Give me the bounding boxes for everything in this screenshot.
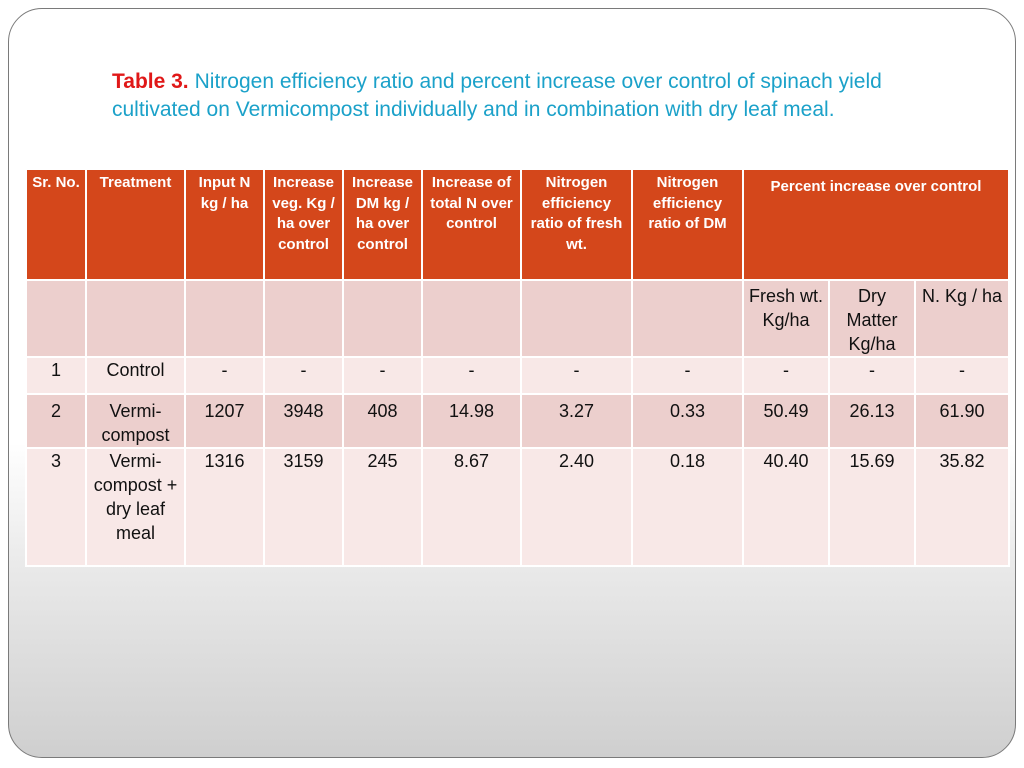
table-row: 1 Control - - - - - - - - - (25, 356, 1010, 395)
cell-inc-total-n: 8.67 (421, 447, 522, 567)
data-table: Sr. No. Treatment Input N kg / ha Increa… (25, 168, 1010, 567)
cell-ner-fresh: 2.40 (520, 447, 633, 567)
subheader-empty (342, 279, 423, 358)
cell-inc-veg: 3159 (263, 447, 344, 567)
cell-pct-n: 61.90 (914, 393, 1010, 449)
header-ner-fresh: Nitrogen efficiency ratio of fresh wt. (520, 168, 633, 281)
cell-pct-dry: 15.69 (828, 447, 916, 567)
subheader-fresh: Fresh wt. Kg/ha (742, 279, 830, 358)
cell-pct-n: 35.82 (914, 447, 1010, 567)
cell-treatment: Vermi-compost (85, 393, 186, 449)
table-row: 3 Vermi-compost + dry leaf meal 1316 315… (25, 447, 1010, 567)
header-input-n: Input N kg / ha (184, 168, 265, 281)
subheader-empty (263, 279, 344, 358)
header-treatment: Treatment (85, 168, 186, 281)
header-increase-total-n: Increase of total N over control (421, 168, 522, 281)
cell-input-n: - (184, 356, 265, 395)
header-percent-increase: Percent increase over control (742, 168, 1010, 281)
cell-sr: 3 (25, 447, 87, 567)
subheader-dry: Dry Matter Kg/ha (828, 279, 916, 358)
cell-ner-dm: 0.33 (631, 393, 744, 449)
subheader-empty (631, 279, 744, 358)
cell-pct-n: - (914, 356, 1010, 395)
cell-sr: 1 (25, 356, 87, 395)
cell-treatment: Vermi-compost + dry leaf meal (85, 447, 186, 567)
cell-pct-fresh: 50.49 (742, 393, 830, 449)
subheader-empty (184, 279, 265, 358)
cell-inc-total-n: - (421, 356, 522, 395)
cell-inc-veg: - (263, 356, 344, 395)
cell-ner-dm: - (631, 356, 744, 395)
header-ner-dm: Nitrogen efficiency ratio of DM (631, 168, 744, 281)
cell-ner-fresh: 3.27 (520, 393, 633, 449)
cell-inc-dm: - (342, 356, 423, 395)
subheader-empty (85, 279, 186, 358)
cell-inc-dm: 408 (342, 393, 423, 449)
header-increase-veg: Increase veg. Kg / ha over control (263, 168, 344, 281)
cell-pct-dry: 26.13 (828, 393, 916, 449)
caption-text: Nitrogen efficiency ratio and percent in… (112, 70, 882, 121)
header-row: Sr. No. Treatment Input N kg / ha Increa… (25, 168, 1010, 281)
subheader-empty (421, 279, 522, 358)
cell-input-n: 1207 (184, 393, 265, 449)
cell-ner-fresh: - (520, 356, 633, 395)
table-row: 2 Vermi-compost 1207 3948 408 14.98 3.27… (25, 393, 1010, 449)
cell-pct-fresh: - (742, 356, 830, 395)
cell-pct-dry: - (828, 356, 916, 395)
cell-sr: 2 (25, 393, 87, 449)
subheader-row: Fresh wt. Kg/ha Dry Matter Kg/ha N. Kg /… (25, 279, 1010, 358)
table-caption: Table 3. Nitrogen efficiency ratio and pe… (112, 68, 972, 124)
cell-ner-dm: 0.18 (631, 447, 744, 567)
cell-treatment: Control (85, 356, 186, 395)
cell-pct-fresh: 40.40 (742, 447, 830, 567)
cell-input-n: 1316 (184, 447, 265, 567)
subheader-empty (25, 279, 87, 358)
cell-inc-total-n: 14.98 (421, 393, 522, 449)
subheader-n: N. Kg / ha (914, 279, 1010, 358)
cell-inc-veg: 3948 (263, 393, 344, 449)
header-sr-no: Sr. No. (25, 168, 87, 281)
subheader-empty (520, 279, 633, 358)
cell-inc-dm: 245 (342, 447, 423, 567)
caption-label: Table 3. (112, 70, 189, 93)
header-increase-dm: Increase DM kg / ha over control (342, 168, 423, 281)
